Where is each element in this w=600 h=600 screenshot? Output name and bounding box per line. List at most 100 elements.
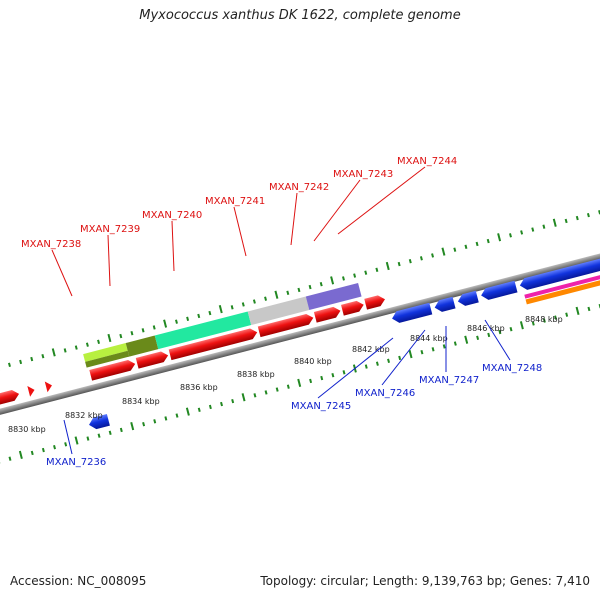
lower-tick — [119, 427, 123, 433]
lower-tick — [86, 436, 90, 441]
lower-tick — [41, 447, 45, 453]
lower-tick — [175, 413, 179, 418]
upper-tick — [8, 362, 11, 368]
lower-tick — [565, 312, 569, 317]
upper-tick — [397, 261, 401, 267]
lower-tick — [442, 344, 446, 349]
leader-line-fwd-1 — [51, 249, 73, 297]
lower-tick — [53, 445, 56, 450]
upper-tick — [85, 342, 89, 347]
lower-tick — [554, 315, 558, 320]
gene-label-mxan-7240: MXAN_7240 — [142, 210, 202, 221]
gene-arrow-fwd-6 — [341, 300, 364, 316]
feature-bar-6 — [305, 282, 362, 311]
lower-tick — [487, 332, 491, 338]
gene-label-mxan-7248: MXAN_7248 — [482, 363, 542, 374]
leader-line-rev-1 — [63, 419, 73, 455]
reverse-gene-labels: MXAN_7236 MXAN_7245 MXAN_7246 MXAN_7247 … — [46, 319, 542, 468]
leader-line-rev-3 — [381, 329, 426, 386]
lower-tick — [519, 321, 524, 330]
gene-label-mxan-7238: MXAN_7238 — [21, 239, 81, 250]
forward-genes — [0, 295, 386, 406]
leader-line-fwd-6 — [313, 179, 361, 242]
gene-arrow-rev-6 — [519, 257, 600, 290]
upper-tick — [564, 218, 568, 224]
gene-arrow-fwd-5 — [313, 306, 341, 323]
lower-tick — [264, 390, 268, 395]
upper-tick — [197, 313, 201, 319]
lower-tick — [309, 378, 313, 384]
lower-tick — [476, 335, 480, 340]
feature-bar-4 — [154, 311, 252, 350]
lower-tick — [208, 404, 212, 410]
scale-label-8842: 8842 kbp — [352, 345, 390, 354]
leader-line-fwd-5 — [290, 192, 298, 246]
scale-label-8840: 8840 kbp — [294, 357, 332, 366]
lower-tick — [509, 326, 513, 332]
lower-tick — [8, 456, 12, 461]
scale-label-8844: 8844 kbp — [410, 334, 448, 343]
lower-tick — [375, 361, 379, 366]
upper-tick — [51, 348, 56, 357]
upper-tick — [297, 287, 301, 293]
lower-tick — [575, 306, 580, 316]
scale-label-8848: 8848 kbp — [525, 315, 563, 324]
lower-tick — [431, 347, 435, 352]
feature-bar-3 — [125, 335, 159, 357]
upper-tick — [364, 270, 368, 275]
lower-tick — [241, 393, 246, 402]
lower-tick — [587, 306, 591, 312]
lower-tick — [220, 401, 223, 407]
leader-line-fwd-4 — [233, 206, 247, 257]
gene-label-mxan-7245: MXAN_7245 — [291, 401, 351, 412]
feature-bar-1 — [83, 343, 128, 362]
upper-tick — [74, 345, 78, 350]
upper-tick — [509, 233, 512, 238]
lower-tick — [531, 321, 535, 326]
lower-tick — [64, 442, 68, 447]
upper-tick — [497, 233, 502, 242]
upper-tick — [163, 319, 168, 328]
gene-label-mxan-7243: MXAN_7243 — [333, 169, 393, 180]
leader-line-fwd-7 — [337, 166, 426, 235]
upper-tick — [97, 339, 101, 345]
gene-arrow-fwd-a — [0, 390, 20, 406]
gene-arrow-fwd-1 — [89, 360, 136, 381]
lower-tick — [364, 364, 368, 369]
gene-arrow-fwd-3 — [168, 328, 258, 361]
gene-label-mxan-7236: MXAN_7236 — [46, 457, 106, 468]
upper-tick — [107, 333, 112, 343]
lower-tick — [342, 370, 346, 375]
lower-tick — [253, 393, 257, 398]
upper-tick — [520, 230, 524, 235]
upper-tick — [241, 302, 245, 307]
upper-tick — [19, 359, 23, 365]
gene-label-mxan-7239: MXAN_7239 — [80, 224, 140, 235]
upper-tick — [453, 247, 457, 252]
leader-line-fwd-3 — [171, 220, 175, 272]
gene-label-mxan-7241: MXAN_7241 — [205, 196, 265, 207]
feature-bar-2 — [85, 350, 130, 368]
upper-tick — [542, 224, 546, 229]
lower-tick — [420, 349, 424, 355]
upper-tick — [342, 276, 345, 281]
upper-tick — [586, 212, 590, 218]
gene-arrow-fwd-7 — [364, 295, 386, 310]
lower-tick — [275, 387, 279, 392]
upper-tick — [119, 333, 123, 339]
feature-bar-8 — [525, 276, 600, 305]
gene-arrow-rev-5 — [481, 280, 518, 300]
upper-tick — [375, 267, 379, 273]
lower-tick — [197, 407, 201, 412]
lower-tick — [30, 450, 34, 456]
upper-tick — [408, 259, 412, 264]
lower-tick — [320, 375, 324, 381]
upper-tick — [218, 305, 223, 314]
upper-tick — [552, 218, 557, 227]
lower-tick — [286, 384, 290, 389]
lower-tick — [331, 373, 335, 378]
upper-tick — [264, 296, 268, 301]
feature-bar-5 — [247, 296, 310, 326]
